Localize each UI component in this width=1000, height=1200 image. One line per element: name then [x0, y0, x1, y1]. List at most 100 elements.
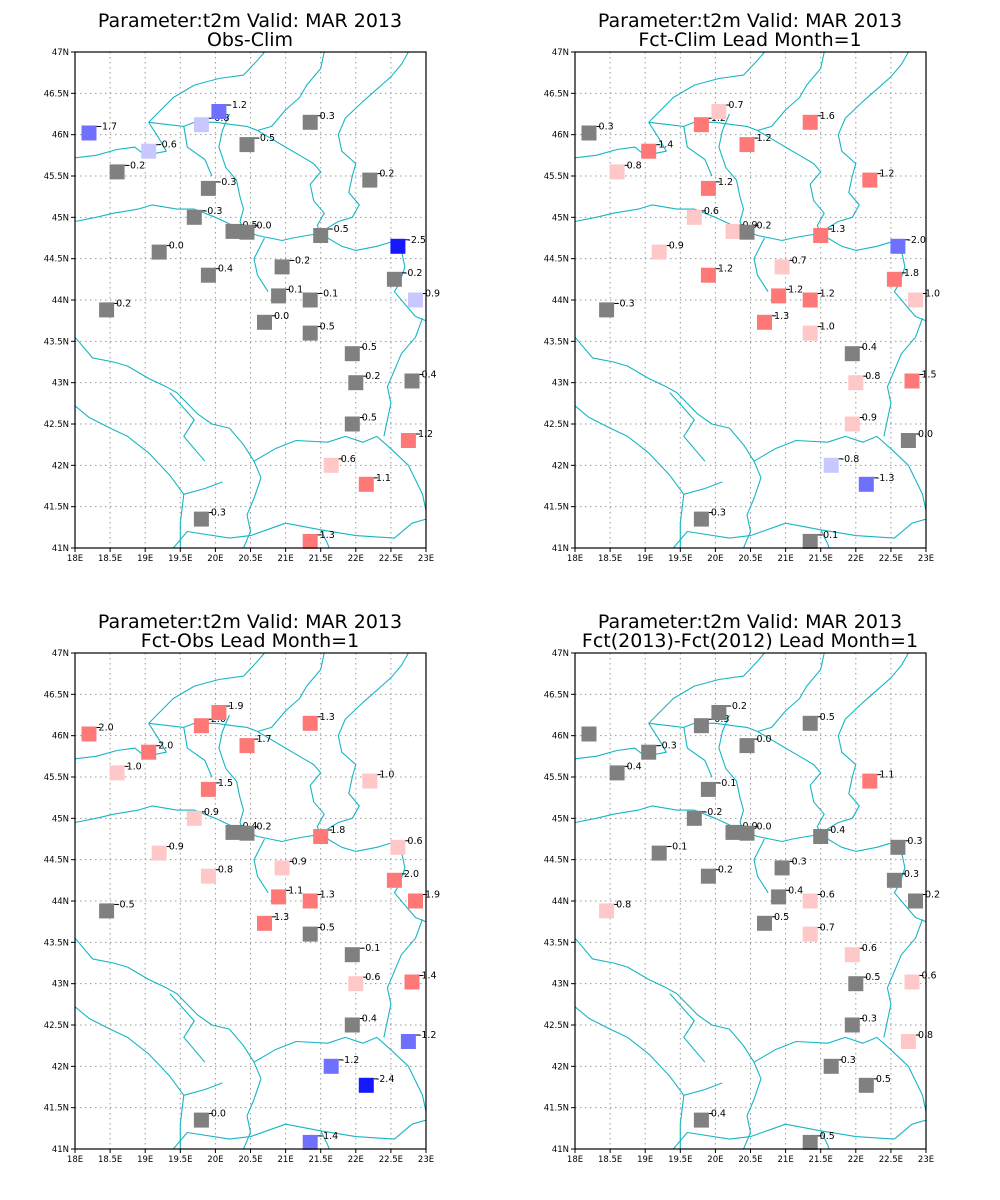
coastline: [648, 51, 765, 123]
lat-tick-label: 45.5N: [44, 773, 69, 783]
lat-tick-label: 42N: [52, 1062, 69, 1072]
coastline: [148, 51, 265, 123]
station-marker: [774, 259, 790, 275]
lon-tick-label: 22E: [348, 1155, 364, 1165]
lat-tick-label: 44N: [552, 897, 569, 907]
lat-tick-label: 43.5N: [44, 938, 69, 948]
station-marker: [581, 726, 597, 742]
lat-tick-label: 42N: [552, 1062, 569, 1072]
station-value-label: 0.4: [218, 264, 233, 275]
station-value-label: 1.1: [376, 473, 391, 484]
station-value-label: 2.0: [404, 869, 419, 880]
station-marker: [774, 860, 790, 876]
station-value-label: 1.3: [274, 912, 289, 923]
station-marker: [609, 164, 625, 180]
station-marker: [408, 893, 423, 909]
coastline: [74, 1006, 185, 1149]
coastline: [718, 113, 745, 230]
coastline: [669, 993, 706, 1063]
station-value-label: -1.7: [99, 122, 118, 133]
station-marker: [302, 114, 318, 130]
coastline: [757, 652, 825, 733]
lat-tick-label: 45N: [52, 814, 69, 824]
station-value-label: 0.9: [669, 241, 684, 252]
station-marker: [200, 868, 216, 884]
station-value-label: -0.3: [204, 206, 223, 217]
station-value-label: 0.3: [792, 856, 807, 867]
station-value-label: 0.3: [862, 1014, 877, 1025]
panel-subtitle: Obs-Clim: [207, 29, 293, 51]
coastlines: [74, 652, 427, 1150]
station-value-label: 0.4: [862, 342, 877, 353]
lat-tick-label: 44.5N: [544, 255, 569, 265]
coastline: [320, 51, 409, 233]
station-marker: [908, 893, 923, 909]
station-value-label: 0.7: [728, 100, 743, 111]
station-value-label: 0.4: [421, 370, 436, 381]
station-value-label: 0.0: [256, 221, 271, 232]
station-marker: [844, 1017, 860, 1033]
coastline: [683, 126, 713, 177]
coastline: [183, 481, 223, 495]
coastline: [883, 318, 924, 437]
station-value-label: -0.6: [158, 140, 177, 151]
station-marker: [193, 718, 209, 734]
panel-subtitle: Fct(2013)-Fct(2012) Lead Month=1: [582, 630, 918, 652]
station-marker: [581, 125, 597, 141]
station-marker: [239, 224, 255, 240]
station-marker: [844, 346, 860, 362]
station-value-label: 0.3: [904, 869, 919, 880]
lon-tick-label: 19.5E: [168, 554, 192, 564]
station-marker: [239, 137, 255, 153]
station-marker: [844, 947, 860, 963]
coastline: [757, 51, 825, 132]
station-value-label: 0.8: [616, 899, 631, 910]
station-value-label: 0.4: [711, 1109, 726, 1120]
coastline: [683, 1082, 723, 1096]
lat-tick-label: 46.5N: [44, 690, 69, 700]
station-value-label: 1.2: [718, 177, 733, 188]
panel-title: Parameter:t2m Valid: MAR 2013: [598, 10, 902, 32]
lon-tick-label: 22.5E: [379, 1155, 403, 1165]
lat-tick-label: 41N: [52, 544, 69, 554]
coastline: [148, 722, 325, 834]
station-value-label: 1.2: [820, 289, 835, 300]
station-value-label: 0.6: [704, 206, 719, 217]
lat-tick-label: 43N: [52, 980, 69, 990]
station-marker: [362, 172, 378, 188]
station-value-label: 0.3: [599, 122, 614, 133]
lat-tick-label: 46N: [52, 131, 69, 141]
station-marker: [802, 1134, 818, 1150]
station-marker: [386, 872, 402, 888]
station-marker: [886, 271, 902, 287]
station-marker: [313, 228, 329, 243]
station-marker: [693, 1112, 709, 1128]
station-marker: [344, 346, 360, 362]
lat-tick-label: 44.5N: [44, 856, 69, 866]
coastline: [169, 392, 206, 462]
lat-tick-label: 44N: [52, 296, 69, 306]
panel-title: Parameter:t2m Valid: MAR 2013: [98, 10, 402, 32]
station-value-label: 1.1: [288, 885, 303, 896]
station-marker: [651, 845, 667, 861]
lat-tick-label: 42.5N: [544, 1021, 569, 1031]
lat-tick-label: 41N: [552, 544, 569, 554]
station-marker: [239, 738, 255, 754]
station-marker: [693, 117, 709, 133]
station-marker: [257, 314, 272, 330]
station-marker: [802, 533, 818, 549]
station-value-label: 1.2: [788, 284, 803, 295]
coastline: [148, 652, 265, 724]
station-marker: [274, 860, 290, 876]
coastline: [669, 392, 706, 462]
station-marker: [802, 715, 818, 731]
station-value-label: -0.3: [658, 741, 677, 752]
lon-tick-label: 22E: [848, 554, 864, 564]
station-value-label: 0.2: [256, 822, 271, 833]
panel-title: Parameter:t2m Valid: MAR 2013: [98, 611, 402, 633]
coastline: [183, 126, 213, 177]
coastline: [218, 113, 245, 230]
station-marker: [81, 125, 97, 141]
coastline: [74, 937, 262, 1150]
station-marker: [193, 511, 209, 527]
